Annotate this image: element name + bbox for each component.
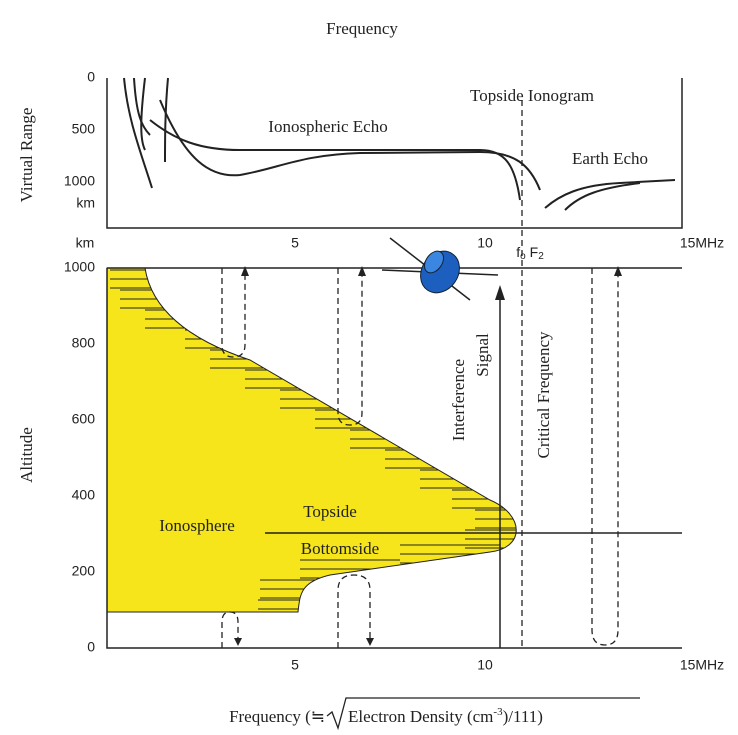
label: Ionosphere — [159, 516, 235, 535]
y-unit: km — [76, 235, 95, 251]
y-unit: km — [76, 195, 95, 211]
y-tick-label: 1000 — [64, 173, 95, 189]
x-axis-title-part: Frequency (≒ — [229, 707, 325, 726]
label: Earth Echo — [572, 149, 648, 168]
x-tick-label: 5 — [291, 657, 299, 673]
label: Topside — [303, 502, 357, 521]
x-tick-label: 10 — [477, 235, 493, 251]
label: Critical Frequency — [534, 331, 553, 458]
x-axis-title: Frequency (≒ Electron Density (cm-3)/111… — [229, 698, 640, 728]
y-tick-label: 0 — [87, 69, 95, 85]
x-axis-title-part: Electron Density (cm-3)/111) — [348, 706, 543, 726]
y-tick-label: 600 — [72, 411, 96, 427]
y-tick-label: 0 — [87, 639, 95, 655]
y-tick-label: 500 — [72, 121, 96, 137]
label: Signal — [473, 333, 492, 377]
title: Frequency — [326, 19, 398, 38]
x-tick-label: 5 — [291, 235, 299, 251]
arrow-head — [495, 285, 505, 300]
figure: Frequency Virtual Range 0 500 1000 km km… — [0, 0, 738, 735]
label: Ionospheric Echo — [268, 117, 387, 136]
label: Bottomside — [301, 539, 379, 558]
label: Interference — [449, 359, 468, 441]
label: Topside Ionogram — [470, 86, 594, 105]
y-axis-title: Virtual Range — [17, 108, 36, 203]
y-axis-title: Altitude — [17, 427, 36, 483]
x-tick-label: 15MHz — [680, 235, 724, 251]
y-tick-label: 1000 — [64, 259, 95, 275]
x-tick-label: 15MHz — [680, 657, 724, 673]
x-tick-label: 10 — [477, 657, 493, 673]
y-tick-label: 200 — [72, 563, 96, 579]
y-tick-label: 800 — [72, 335, 96, 351]
y-tick-label: 400 — [72, 487, 96, 503]
